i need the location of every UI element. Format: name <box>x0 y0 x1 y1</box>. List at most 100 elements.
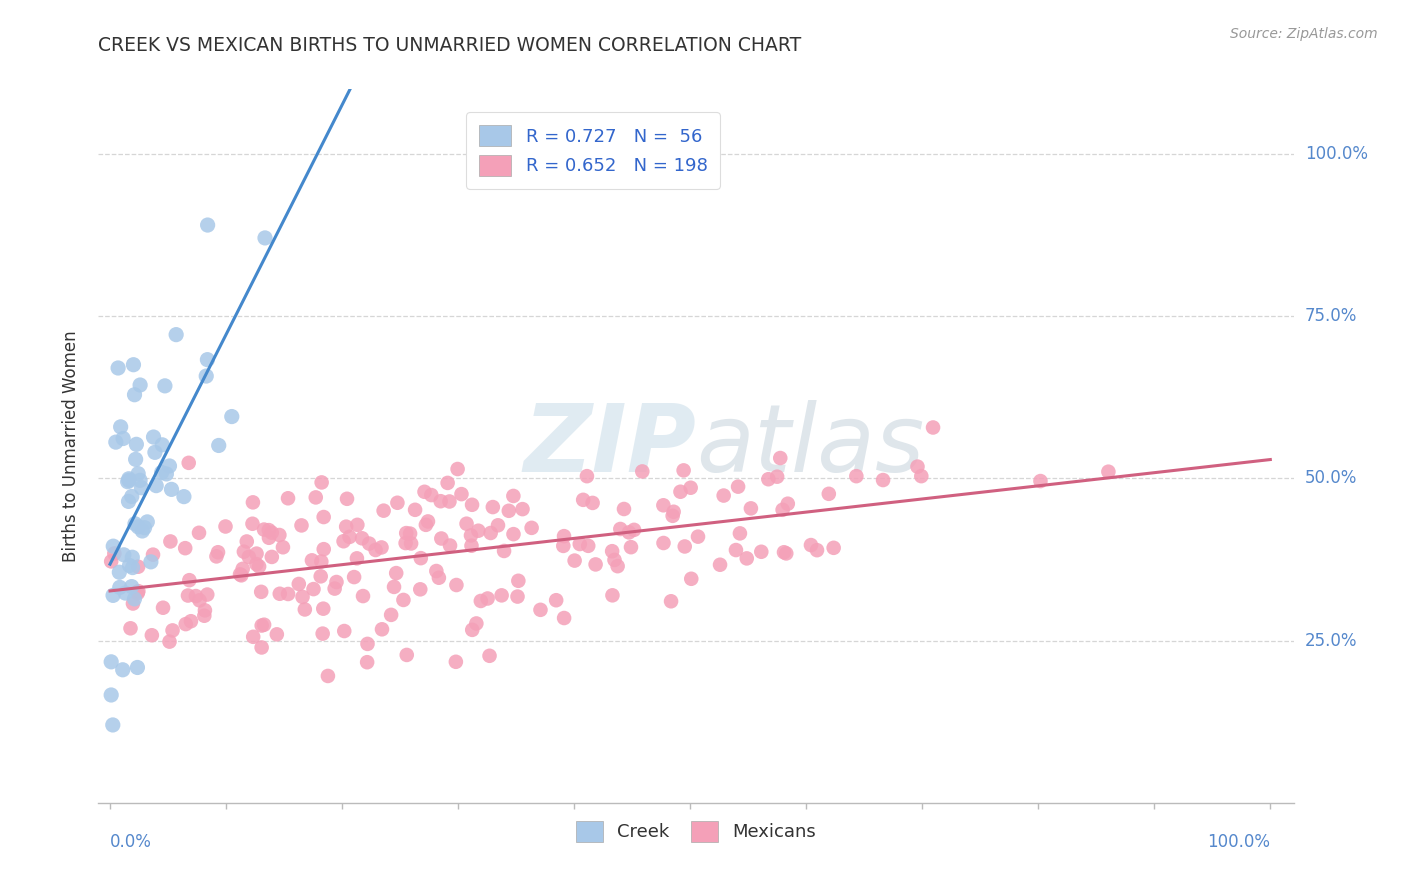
Point <box>150 466 173 480</box>
Point <box>413 484 436 499</box>
Point <box>179 573 201 587</box>
Point <box>425 564 447 578</box>
Point <box>617 525 640 540</box>
Point <box>100 655 122 669</box>
Point <box>823 541 845 555</box>
Point <box>155 467 177 481</box>
Point <box>427 571 450 585</box>
Point <box>250 618 273 632</box>
Point <box>100 688 122 702</box>
Point <box>260 525 283 540</box>
Point <box>197 218 219 232</box>
Point <box>460 528 482 542</box>
Point <box>460 539 482 553</box>
Point <box>253 523 276 537</box>
Point <box>335 519 357 533</box>
Point <box>727 480 749 494</box>
Point <box>572 492 595 507</box>
Point <box>600 544 623 558</box>
Point <box>681 572 703 586</box>
Point <box>740 501 762 516</box>
Point <box>253 617 276 632</box>
Point <box>444 655 467 669</box>
Point <box>122 358 145 372</box>
Point <box>110 420 132 434</box>
Point <box>346 517 368 532</box>
Point <box>245 547 267 561</box>
Point <box>118 473 141 487</box>
Point <box>800 538 823 552</box>
Point <box>382 580 405 594</box>
Point <box>152 600 174 615</box>
Point <box>652 498 675 512</box>
Point <box>136 515 159 529</box>
Point <box>159 458 181 473</box>
Point <box>766 469 789 483</box>
Point <box>420 488 443 502</box>
Point <box>188 525 211 540</box>
Point <box>620 540 643 554</box>
Text: Source: ZipAtlas.com: Source: ZipAtlas.com <box>1230 27 1378 41</box>
Point <box>122 597 145 611</box>
Point <box>177 589 200 603</box>
Point <box>529 603 551 617</box>
Point <box>776 497 799 511</box>
Point <box>506 590 529 604</box>
Point <box>352 589 374 603</box>
Point <box>395 526 418 541</box>
Point <box>769 450 792 465</box>
Point <box>257 531 280 545</box>
Point <box>305 491 328 505</box>
Point <box>104 435 127 450</box>
Point <box>332 534 354 549</box>
Point <box>553 529 575 543</box>
Point <box>231 568 253 582</box>
Point <box>117 494 139 508</box>
Text: ZIP: ZIP <box>523 400 696 492</box>
Point <box>364 543 387 558</box>
Point <box>118 472 141 486</box>
Point <box>336 491 359 506</box>
Point <box>477 591 499 606</box>
Point <box>288 577 311 591</box>
Point <box>395 648 418 662</box>
Point <box>205 549 228 564</box>
Point <box>271 541 294 555</box>
Point <box>735 551 758 566</box>
Point <box>139 555 162 569</box>
Point <box>659 594 682 608</box>
Point <box>232 544 254 558</box>
Point <box>724 543 747 558</box>
Point <box>312 601 335 615</box>
Y-axis label: Births to Unmarried Women: Births to Unmarried Women <box>62 330 80 562</box>
Point <box>150 438 173 452</box>
Point <box>498 504 520 518</box>
Point <box>127 467 149 481</box>
Point <box>394 536 416 550</box>
Point <box>609 522 631 536</box>
Point <box>436 475 458 490</box>
Point <box>479 526 502 541</box>
Point <box>415 517 437 532</box>
Point <box>107 361 129 376</box>
Point <box>127 559 149 574</box>
Point <box>502 527 524 541</box>
Point <box>512 502 534 516</box>
Point <box>127 520 149 534</box>
Point <box>461 623 484 637</box>
Point <box>399 536 422 550</box>
Point <box>245 557 267 571</box>
Point <box>142 548 165 562</box>
Point <box>312 510 335 524</box>
Point <box>546 593 568 607</box>
Point <box>316 669 339 683</box>
Point <box>124 591 146 606</box>
Text: 25.0%: 25.0% <box>1305 632 1357 649</box>
Point <box>456 516 478 531</box>
Legend: Creek, Mexicans: Creek, Mexicans <box>567 812 825 851</box>
Point <box>772 503 794 517</box>
Point <box>309 569 332 583</box>
Point <box>409 582 432 597</box>
Point <box>232 562 254 576</box>
Point <box>679 481 702 495</box>
